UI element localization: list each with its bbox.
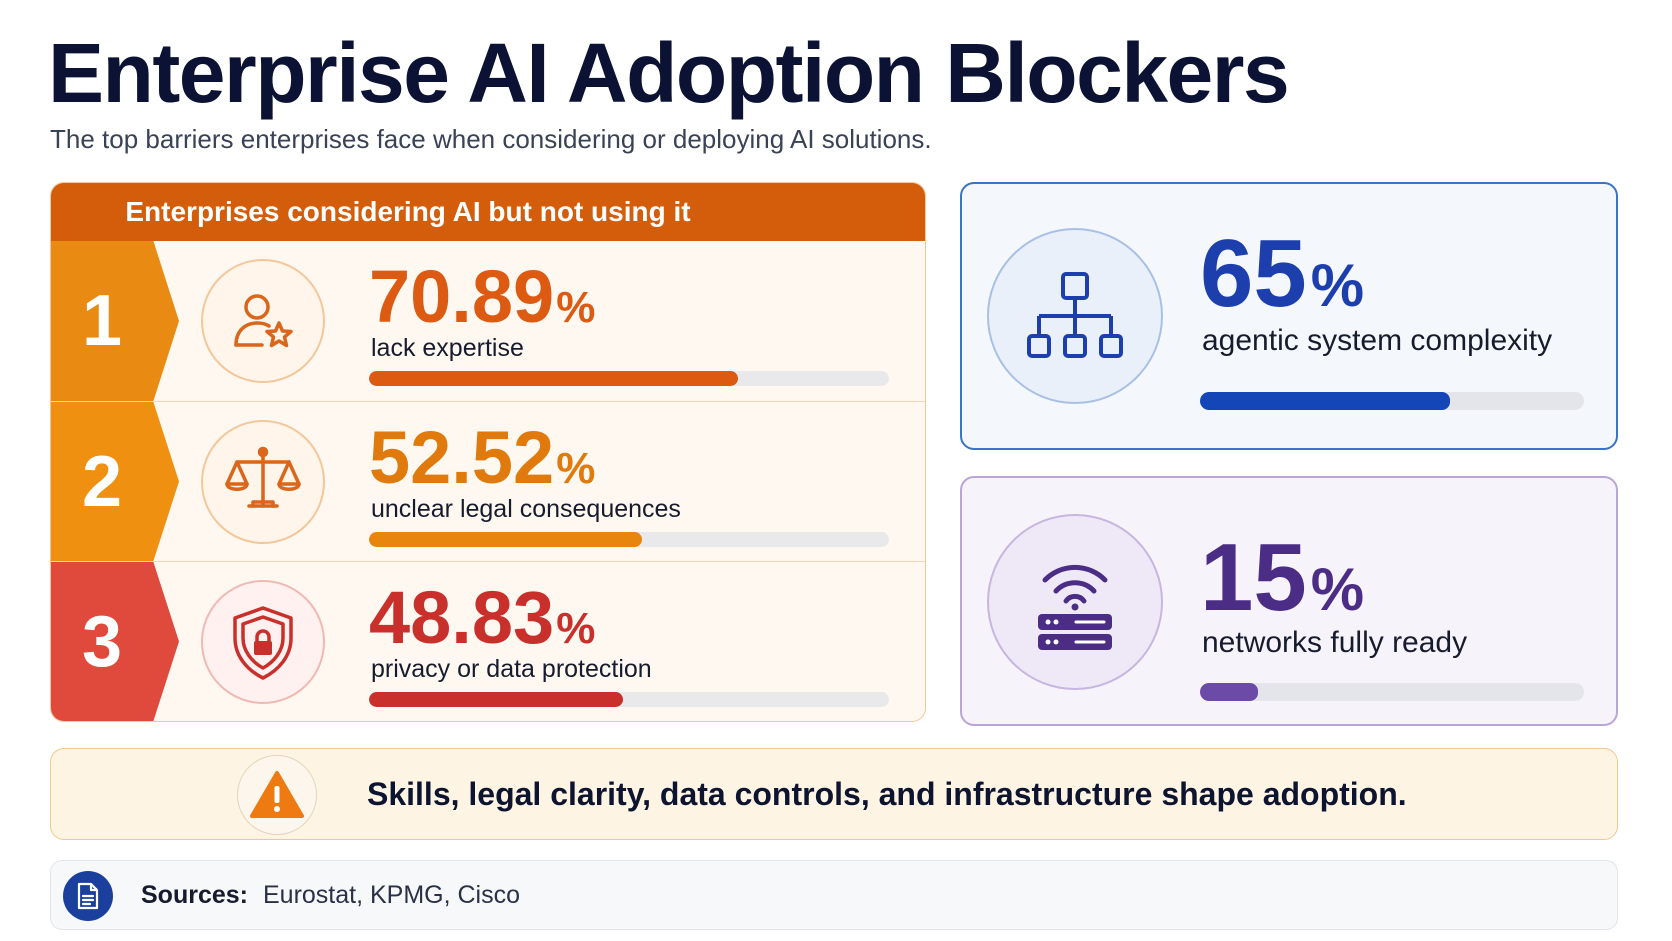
percent-value: 15% bbox=[1200, 528, 1364, 640]
document-icon bbox=[63, 871, 113, 921]
hierarchy-icon bbox=[987, 228, 1163, 404]
progress-bar bbox=[1200, 683, 1584, 701]
progress-bar bbox=[369, 532, 889, 547]
percent-value: 65% bbox=[1200, 224, 1364, 336]
networks-ready-card: 15% networks fully ready bbox=[960, 476, 1618, 726]
panel-header: Enterprises considering AI but not using… bbox=[51, 183, 925, 241]
blocker-row-1: 1 70.89% lack expertise bbox=[51, 241, 925, 401]
rank-badge: 2 bbox=[51, 402, 179, 561]
warning-icon bbox=[237, 755, 317, 835]
shield-lock-icon bbox=[201, 580, 325, 704]
progress-bar bbox=[369, 692, 889, 707]
blocker-label: lack expertise bbox=[371, 334, 524, 362]
blocker-label: unclear legal consequences bbox=[371, 495, 681, 523]
callout-text: Skills, legal clarity, data controls, an… bbox=[367, 776, 1407, 812]
user-star-icon bbox=[201, 259, 325, 383]
percent-value: 70.89% bbox=[369, 255, 595, 350]
percent-value: 52.52% bbox=[369, 416, 595, 511]
progress-fill bbox=[1200, 683, 1258, 701]
page-subtitle: The top barriers enterprises face when c… bbox=[50, 124, 932, 154]
percent-sign: % bbox=[556, 283, 596, 332]
percent-number: 52.52 bbox=[369, 416, 555, 499]
considering-ai-panel: Enterprises considering AI but not using… bbox=[50, 182, 926, 722]
blocker-row-2: 2 52.52% unclear legal consequences bbox=[51, 401, 925, 561]
sources-label: Sources: bbox=[141, 881, 248, 909]
key-takeaway-callout: Skills, legal clarity, data controls, an… bbox=[50, 748, 1618, 840]
percent-sign: % bbox=[556, 604, 596, 653]
progress-fill bbox=[369, 692, 623, 707]
percent-number: 15 bbox=[1200, 524, 1307, 631]
stat-label: networks fully ready bbox=[1202, 626, 1468, 659]
progress-bar bbox=[369, 371, 889, 386]
sources-value: Eurostat, KPMG, Cisco bbox=[263, 881, 521, 909]
scales-icon bbox=[201, 420, 325, 544]
sources-bar: Sources: Eurostat, KPMG, Cisco bbox=[50, 860, 1618, 930]
progress-fill bbox=[1200, 392, 1450, 410]
percent-sign: % bbox=[1310, 252, 1365, 319]
progress-fill bbox=[369, 532, 643, 547]
progress-fill bbox=[369, 371, 738, 386]
blocker-label: privacy or data protection bbox=[371, 655, 652, 683]
rank-badge: 3 bbox=[51, 562, 179, 721]
blocker-row-3: 3 48.83% privacy or data protection bbox=[51, 561, 925, 721]
percent-sign: % bbox=[556, 444, 596, 493]
progress-bar bbox=[1200, 392, 1584, 410]
percent-number: 65 bbox=[1200, 220, 1307, 327]
percent-number: 70.89 bbox=[369, 255, 555, 338]
page-title: Enterprise AI Adoption Blockers bbox=[48, 26, 1290, 120]
percent-value: 48.83% bbox=[369, 576, 595, 671]
wifi-router-icon bbox=[987, 514, 1163, 690]
percent-number: 48.83 bbox=[369, 576, 555, 659]
percent-sign: % bbox=[1310, 556, 1365, 623]
stat-label: agentic system complexity bbox=[1202, 324, 1553, 357]
rank-badge: 1 bbox=[51, 241, 179, 401]
agentic-complexity-card: 65% agentic system complexity bbox=[960, 182, 1618, 450]
